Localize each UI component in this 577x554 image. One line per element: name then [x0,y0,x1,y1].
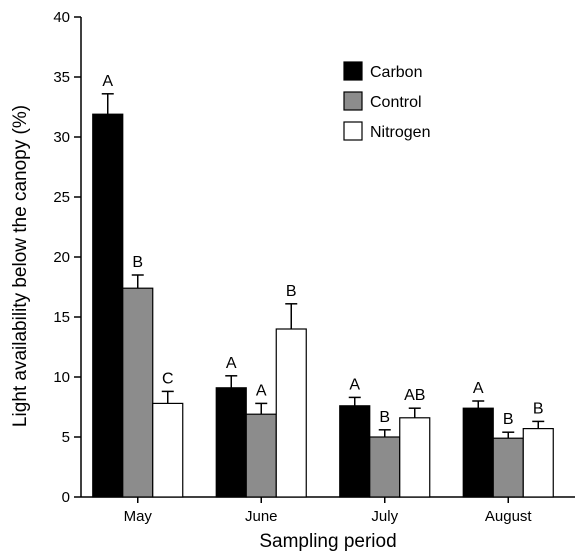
legend-label-control: Control [370,94,422,111]
y-tick-label: 40 [53,9,70,26]
significance-label: B [132,254,143,271]
legend-label-nitrogen: Nitrogen [370,124,430,141]
significance-label: C [162,370,174,387]
bar-nitrogen-august [522,428,554,498]
significance-label: B [379,409,390,426]
significance-label: A [226,355,237,372]
y-tick-label: 5 [62,429,70,446]
legend-swatch-nitrogen [343,121,363,141]
y-tick-label: 15 [53,309,70,326]
y-axis: 0 5 10 15 20 25 30 35 40 [53,9,82,506]
bar-nitrogen-july [399,417,431,498]
bar-control-june [245,413,277,498]
x-axis-title: Sampling period [259,531,396,552]
y-tick-label: 30 [53,129,70,146]
bar-nitrogen-may [152,402,184,498]
bar-control-august [492,437,524,498]
bar-control-may [122,287,154,498]
y-axis-title: Light availability below the canopy (%) [10,105,31,427]
significance-label: AB [404,387,425,404]
significance-label: B [286,283,297,300]
x-tick-label-june: June [245,508,278,525]
legend-swatch-carbon [343,61,363,81]
bar-carbon-august [462,407,494,498]
significance-label: B [533,400,544,417]
bar-carbon-july [339,405,371,498]
bar-carbon-june [215,387,247,498]
legend-label-carbon: Carbon [370,64,422,81]
bar-control-july [369,436,401,498]
significance-label: A [102,73,113,90]
significance-label: A [349,376,360,393]
significance-label: A [256,382,267,399]
y-tick-label: 10 [53,369,70,386]
y-tick-label: 0 [62,489,70,506]
legend-swatch-control [343,91,363,111]
x-tick-label-may: May [124,508,153,525]
significance-label: A [473,380,484,397]
significance-label: B [503,411,514,428]
legend: Carbon Control Nitrogen [343,61,430,141]
x-axis: May June July August [81,496,575,525]
bar-carbon-may [92,113,124,498]
x-tick-label-august: August [485,508,533,525]
y-tick-label: 25 [53,189,70,206]
y-tick-label: 20 [53,249,70,266]
y-tick-label: 35 [53,69,70,86]
x-tick-label-july: July [371,508,398,525]
bar-nitrogen-june [275,328,307,498]
